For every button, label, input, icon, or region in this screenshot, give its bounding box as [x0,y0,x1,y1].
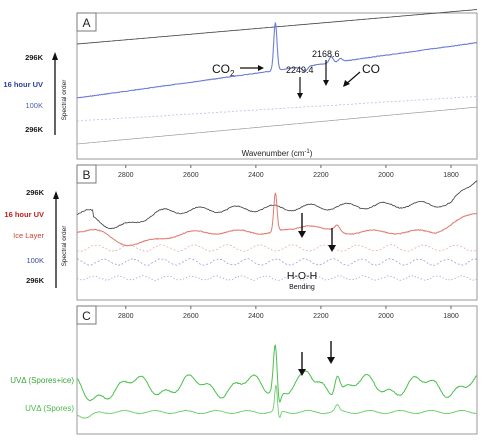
panel-b-xtick-label-1800: 1800 [443,172,459,179]
panel-a-traces [76,9,478,145]
panel-b-letter: B [82,168,90,182]
panel-c-xtick-label-1800: 1800 [443,313,459,320]
panel-c-letter: C [82,309,91,323]
panel-a-ylabel: Spectral order [61,79,68,121]
panel-a-letter-box [76,12,97,32]
panel-c-xtick-label-2400: 2400 [248,313,264,320]
annotation-bending: Bending [289,284,315,291]
panel-a-label-3: 100K [25,101,43,110]
panel-c-legend: UVΔ (Spores+ice) UVΔ (Spores) [10,376,74,413]
panel-c-traces [76,344,478,419]
trace-b-100k [77,258,478,266]
panel-a-label-1: 296K [25,53,44,62]
panel-b-letter-box [76,164,97,184]
arrow-b-2-head [328,245,336,252]
arrow-co-head [343,80,350,87]
panel-b-xtick-label-2000: 2000 [378,172,394,179]
trace-b-16h-uv [76,192,478,247]
panel-b-ylabel: Spectral order [61,225,68,267]
trace-c-spores [76,384,478,419]
panel-c-xtick-label-2800: 2800 [118,313,134,320]
panel-a-letter: A [82,16,90,30]
trace-b-ice-layer [76,244,477,252]
arrow-2249-head [297,93,303,99]
panel-b-label-1: 296K [26,188,45,197]
panel-b-label-4: 100K [26,256,44,265]
panel-b-label-5: 296K [26,276,45,285]
panel-b-legend: 296K 16 hour UV Ice Layer 100K 296K Spec… [4,188,68,288]
trace-a-100k [76,96,478,122]
panel-b-xtick-label-2600: 2600 [183,172,199,179]
trace-a-296k-bottom [76,106,478,145]
panel-a-label-4: 296K [25,125,44,134]
trace-a-16h-uv [76,22,478,99]
panel-c-label-1: UVΔ (Spores+ice) [10,376,74,385]
panel-c-xtick-label-2000: 2000 [378,313,394,320]
panel-b-xtick-label-2200: 2200 [313,172,329,179]
panel-b-xticks: 2800 2600 2400 2200 2000 1800 [118,165,459,179]
annotation-co2: CO2 [212,62,235,78]
panel-b: B 2800 2600 2400 2200 2000 1800 H-O-H Bending [76,164,478,301]
panel-b-label-3: Ice Layer [13,231,44,240]
trace-a-296k-top [76,9,478,45]
panel-c-xtick-label-2200: 2200 [313,313,329,320]
panel-a: A CO2 2249.4 2168.6 CO Wavenumber (cm-1) [76,9,478,160]
panel-a-order-arrow-head [52,52,58,60]
panel-b-frame [76,164,478,301]
annotation-hoh: H-O-H [287,270,317,282]
annotation-2168: 2168.6 [312,49,340,59]
panel-c-xtick-label-2600: 2600 [183,313,199,320]
annotation-2249: 2249.4 [286,65,314,75]
arrow-2168-head [323,80,329,86]
panel-b-xtick-label-2800: 2800 [118,172,134,179]
arrow-c-1-head [298,369,306,376]
panel-c-label-2: UVΔ (Spores) [25,404,74,413]
panel-b-xtick-label-2400: 2400 [248,172,264,179]
panel-c-xticks: 2800 2600 2400 2200 2000 1800 [118,306,459,320]
panel-a-legend: 296K 16 hour UV 100K 296K Spectral order [3,52,68,135]
arrow-c-2-head [327,357,335,364]
panel-b-label-2: 16 hour UV [4,210,44,219]
panel-c-letter-box [76,305,97,325]
panel-a-label-2: 16 hour UV [3,80,43,89]
annotation-co: CO [362,62,380,76]
trace-c-spores-ice [76,344,478,403]
arrow-co2-head [258,65,264,71]
panel-b-order-arrow-head [53,191,59,199]
panel-c: C 2800 2600 2400 2200 2000 1800 [76,305,478,435]
panel-b-traces [76,180,478,281]
panel-a-xlabel: Wavenumber (cm-1) [242,149,313,158]
arrow-b-1-head [298,231,306,238]
